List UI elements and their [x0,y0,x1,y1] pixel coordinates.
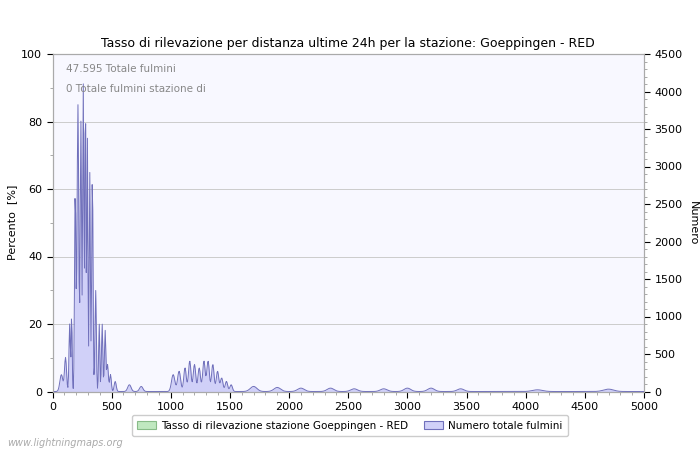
Y-axis label: Numero: Numero [688,201,698,245]
Y-axis label: Percento  [%]: Percento [%] [7,185,17,261]
Text: 0 Totale fulmini stazione di: 0 Totale fulmini stazione di [66,85,205,94]
Text: www.lightningmaps.org: www.lightningmaps.org [7,438,122,448]
Title: Tasso di rilevazione per distanza ultime 24h per la stazione: Goeppingen - RED: Tasso di rilevazione per distanza ultime… [102,37,595,50]
Legend: Tasso di rilevazione stazione Goeppingen - RED, Numero totale fulmini: Tasso di rilevazione stazione Goeppingen… [132,415,568,436]
X-axis label: Distanza   [km]: Distanza [km] [306,416,391,426]
Text: 47.595 Totale fulmini: 47.595 Totale fulmini [66,64,176,74]
